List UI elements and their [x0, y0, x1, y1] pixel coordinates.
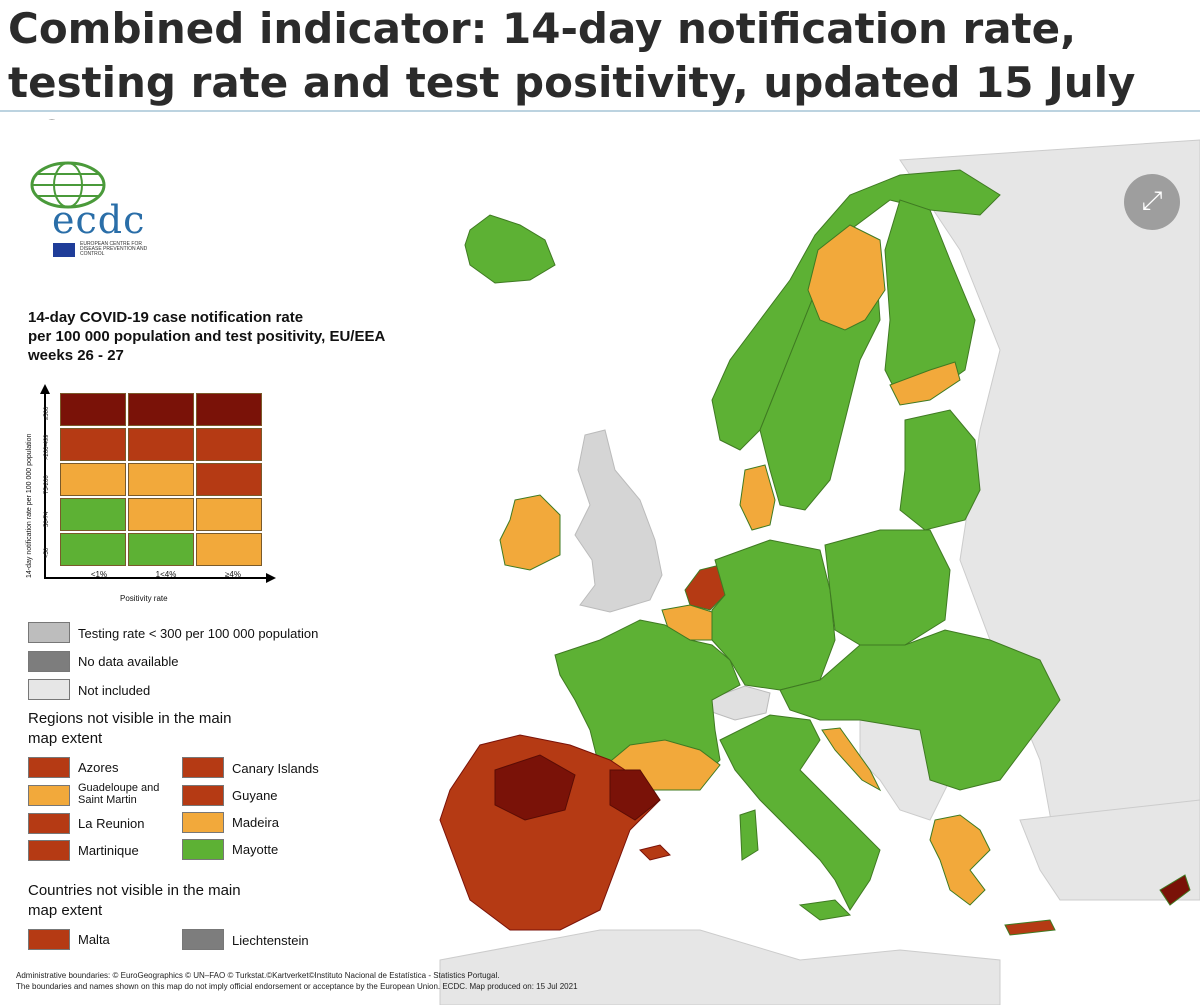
country-swatch — [28, 929, 70, 950]
footer-line: The boundaries and names shown on this m… — [16, 982, 578, 991]
region-swatch — [182, 812, 224, 833]
matrix-cell — [60, 533, 126, 566]
logo-wordmark: ecdc — [52, 198, 146, 242]
matrix-cell — [196, 393, 262, 426]
y-axis-arrow-icon — [40, 384, 50, 394]
map-region-balearic — [639, 844, 671, 861]
map-region-crete — [1004, 919, 1056, 936]
x-axis-line — [44, 577, 268, 579]
region-label: Azores — [78, 760, 119, 775]
map-region-finland — [884, 199, 976, 401]
map-region-iceland — [464, 214, 556, 284]
map-region-italy — [719, 714, 881, 911]
matrix-cell — [196, 463, 262, 496]
status-label: No data available — [78, 654, 179, 669]
region-label: Guyane — [232, 788, 278, 803]
logo-subtitle: European Centre for Disease Prevention a… — [80, 241, 148, 257]
x-tick-label: ≥4% — [225, 570, 241, 579]
map-region-denmark — [739, 464, 776, 531]
x-tick-label: <1% — [90, 570, 108, 579]
map-region-north-africa — [439, 929, 1001, 1005]
eu-flag-icon — [53, 243, 75, 257]
legend-title: 14-day COVID-19 case notification rate p… — [28, 308, 468, 365]
y-axis-line — [44, 392, 46, 578]
y-tick-label: <50 — [44, 547, 50, 558]
expand-button[interactable]: ⤢ — [1124, 174, 1180, 230]
matrix-cell — [60, 498, 126, 531]
region-swatch — [28, 840, 70, 861]
map-region-cyprus — [1159, 874, 1191, 906]
x-axis-arrow-icon — [266, 573, 276, 583]
matrix-cell — [60, 428, 126, 461]
region-label: Guadeloupe and Saint Martin — [78, 782, 160, 806]
map-region-uk — [574, 429, 663, 613]
x-axis-label: Positivity rate — [120, 594, 168, 603]
matrix-cell — [128, 428, 194, 461]
region-swatch — [182, 757, 224, 778]
country-label: Liechtenstein — [232, 933, 309, 948]
countries-heading: Countries not visible in the main map ex… — [28, 882, 241, 919]
map-region-sweden-orange — [807, 224, 886, 331]
map-region-central-europe — [779, 629, 1061, 791]
map-region-sardinia — [739, 809, 759, 861]
matrix-cell — [196, 498, 262, 531]
status-swatch — [28, 651, 70, 672]
y-tick-label: 75-200 — [44, 475, 50, 494]
matrix-cell — [196, 533, 262, 566]
expand-icon: ⤢ — [1141, 186, 1163, 216]
map-region-spain-darkred — [494, 754, 576, 821]
status-swatch — [28, 679, 70, 700]
y-tick-label: 50-74 — [44, 511, 50, 527]
page-headline: Combined indicator: 14-day notification … — [8, 4, 1136, 161]
region-swatch — [28, 757, 70, 778]
legend-matrix — [60, 393, 264, 569]
y-tick-label: ≥500 — [44, 406, 50, 420]
matrix-cell — [196, 428, 262, 461]
map-region-france — [554, 619, 741, 791]
matrix-cell — [128, 533, 194, 566]
country-label: Malta — [78, 932, 110, 947]
map-region-baltics — [899, 409, 981, 531]
region-label: Mayotte — [232, 842, 279, 857]
y-axis-label: 14-day notification rate per 100 000 pop… — [26, 433, 33, 578]
ecdc-logo — [28, 160, 168, 270]
matrix-cell — [60, 393, 126, 426]
legend-title-line: weeks 26 - 27 — [28, 347, 124, 364]
map-region-catalonia — [609, 769, 661, 821]
region-label: Canary Islands — [232, 761, 319, 776]
status-label: Testing rate < 300 per 100 000 populatio… — [78, 626, 319, 641]
region-swatch — [182, 785, 224, 806]
map-region-greece — [929, 814, 991, 906]
map-region-poland — [824, 529, 951, 646]
y-tick-label: >200-499 — [44, 434, 50, 460]
region-label: Madeira — [232, 815, 279, 830]
footer-line: Administrative boundaries: © EuroGeograp… — [16, 971, 500, 980]
map-region-finland-orange — [889, 361, 961, 406]
region-swatch — [182, 839, 224, 860]
matrix-cell — [128, 393, 194, 426]
matrix-cell — [128, 463, 194, 496]
status-swatch — [28, 622, 70, 643]
legend-title-line: per 100 000 population and test positivi… — [28, 328, 386, 345]
region-swatch — [28, 813, 70, 834]
matrix-cell — [128, 498, 194, 531]
regions-heading: Regions not visible in the main map exte… — [28, 710, 232, 747]
europe-map — [439, 139, 1200, 1005]
map-region-ireland — [499, 494, 561, 571]
region-label: La Reunion — [78, 816, 145, 831]
map-region-croatia — [821, 727, 882, 792]
matrix-cell — [60, 463, 126, 496]
region-swatch — [28, 785, 70, 806]
map-region-turkey — [1019, 799, 1200, 901]
country-swatch — [182, 929, 224, 950]
x-tick-label: 1<4% — [155, 570, 177, 579]
map-footer: Administrative boundaries: © EuroGeograp… — [16, 970, 578, 992]
legend-title-line: 14-day COVID-19 case notification rate — [28, 309, 304, 326]
status-label: Not included — [78, 683, 151, 698]
region-label: Martinique — [78, 843, 139, 858]
map-region-sicily — [798, 899, 852, 921]
headline-divider — [0, 110, 1200, 112]
